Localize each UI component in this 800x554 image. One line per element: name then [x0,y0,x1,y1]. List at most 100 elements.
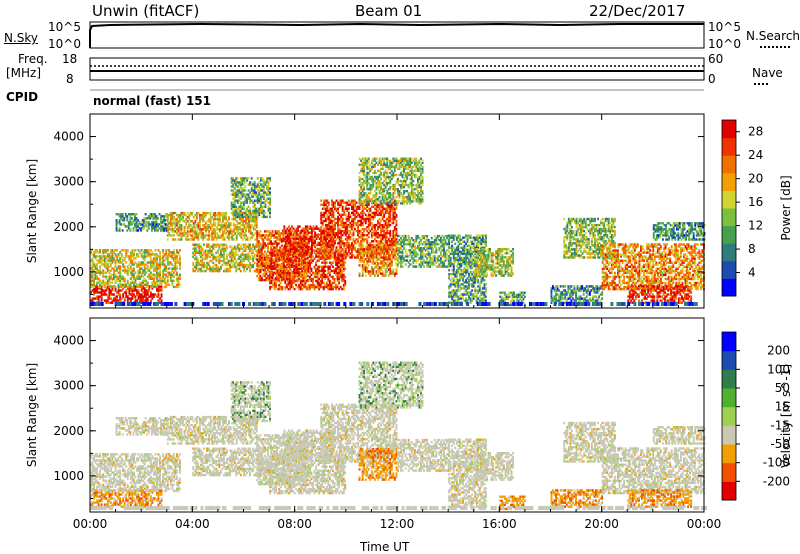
heatmap-cell [259,254,262,257]
heatmap-cell [216,243,219,246]
heatmap-cell [272,273,275,277]
heatmap-cell [227,261,230,265]
heatmap-cell [292,275,294,279]
heatmap-cell [239,213,242,217]
heatmap-cell [113,251,115,254]
heatmap-cell [129,261,132,264]
heatmap-cell [375,270,378,273]
heatmap-cell [206,228,209,231]
heatmap-cell [110,251,112,254]
heatmap-cell [217,234,220,237]
heatmap-cell [273,249,276,252]
heatmap-cell [235,207,238,210]
heatmap-cell [143,251,146,254]
heatmap-cell [234,226,237,229]
heatmap-cell [344,254,347,257]
heatmap-cell [364,258,367,261]
heatmap-cell [180,211,183,215]
heatmap-cell [327,221,330,225]
heatmap-cell [126,295,129,298]
heatmap-cell [375,266,378,269]
heatmap-cell [253,189,256,192]
heatmap-cell [220,211,223,215]
heatmap-cell [280,240,283,243]
heatmap-cell [262,197,265,200]
heatmap-cell [90,251,92,254]
heatmap-cell [264,199,267,202]
heatmap-cell [341,242,344,245]
heatmap-cell [292,265,294,268]
heatmap-cell [384,258,387,261]
heatmap-cell [169,273,172,276]
heatmap-cell [309,235,312,238]
heatmap-cell [229,265,232,269]
heatmap-cell [132,227,135,230]
heatmap-cell [243,245,245,248]
heatmap-cell [377,270,379,273]
heatmap-cell [351,225,353,229]
heatmap-cell [113,273,115,276]
heatmap-cell [361,227,364,231]
freq-tick-high: 18 [62,52,78,66]
heatmap-cell [326,225,329,228]
heatmap-cell [363,248,366,251]
heatmap-cell [354,227,356,231]
heatmap-cell [119,295,122,298]
heatmap-cell [357,225,359,229]
heatmap-cell [279,234,282,237]
heatmap-cell [321,203,324,206]
heatmap-cell [162,261,164,264]
heatmap-cell [352,238,355,241]
heatmap-cell [336,275,339,279]
heatmap-cell [330,287,333,291]
heatmap-cell [259,250,262,253]
heatmap-cell [166,259,169,262]
heatmap-cell [244,243,247,246]
heatmap-cell [327,215,330,219]
heatmap-cell [259,256,262,259]
heatmap-cell [179,216,181,219]
heatmap-cell [117,213,119,216]
heatmap-cell [366,225,369,229]
heatmap-cell [281,251,284,255]
heatmap-cell [148,295,151,298]
heatmap-cell [128,255,131,258]
heatmap-cell [157,299,160,302]
heatmap-cell [334,227,336,231]
heatmap-cell [130,213,133,216]
heatmap-cell [326,236,329,239]
heatmap-cell [230,193,233,196]
heatmap-cell [375,240,378,243]
heatmap-cell [278,273,281,277]
heatmap-cell [387,250,390,253]
heatmap-cell [252,211,255,215]
heatmap-cell [344,248,347,251]
heatmap-cell [156,261,158,264]
heatmap-cell [328,285,331,289]
heatmap-cell [279,251,282,254]
heatmap-cell [283,225,286,228]
heatmap-cell [152,225,155,228]
heatmap-cell [306,234,309,237]
heatmap-cell [119,299,122,302]
heatmap-cell [341,275,344,279]
heatmap-cell [232,224,235,227]
heatmap-cell [260,234,263,237]
heatmap-cell [174,255,177,258]
heatmap-cell [329,256,332,259]
heatmap-cell [150,229,153,232]
nave-legend-line [754,83,768,85]
heatmap-cell [315,273,317,277]
heatmap-cell [395,242,398,245]
heatmap-cell [122,255,125,258]
heatmap-cell [387,203,390,206]
heatmap-cell [142,261,145,264]
heatmap-cell [299,285,302,289]
heatmap-cell [218,224,221,227]
heatmap-cell [224,247,227,250]
heatmap-cell [209,259,212,263]
heatmap-cell [241,243,244,246]
heatmap-cell [347,223,350,227]
heatmap-cell [372,270,375,273]
